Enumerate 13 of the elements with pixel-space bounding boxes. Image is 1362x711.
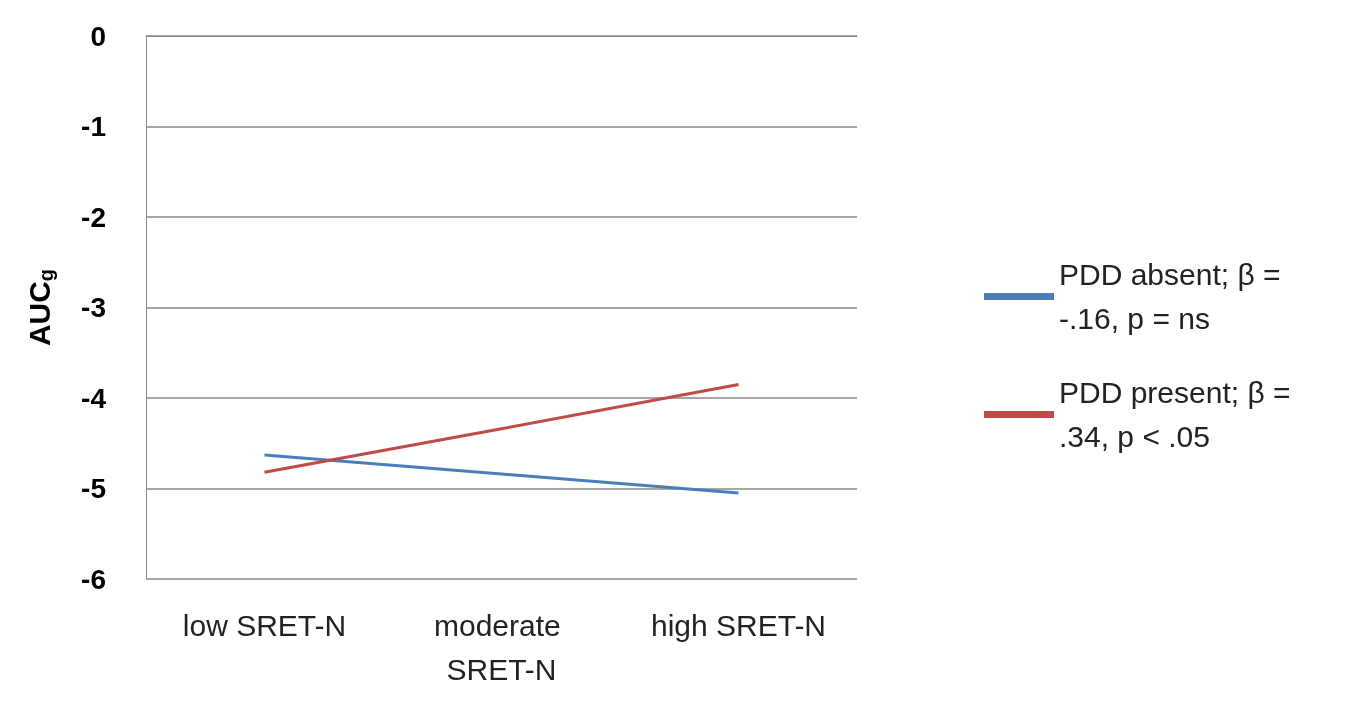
x-tick-label: low SRET-N	[182, 608, 347, 642]
legend-label: PDD absent; β = -.16, p = ns	[1059, 258, 1289, 335]
y-tick-label: -5	[81, 473, 106, 504]
y-tick-label: -6	[81, 563, 106, 595]
x-tick-label: moderate SRET-N	[433, 608, 570, 686]
y-tick-label: -3	[81, 292, 106, 323]
legend-label: PDD present; β = .34, p < .05	[1059, 376, 1299, 453]
x-tick-label: high SRET-N	[650, 608, 827, 642]
y-tick-label: -2	[81, 201, 106, 233]
y-axis-title: AUCg	[22, 268, 57, 347]
y-tick-label: -1	[81, 111, 106, 142]
y-tick-label: 0	[90, 20, 106, 52]
y-tick-label: -4	[81, 382, 107, 414]
